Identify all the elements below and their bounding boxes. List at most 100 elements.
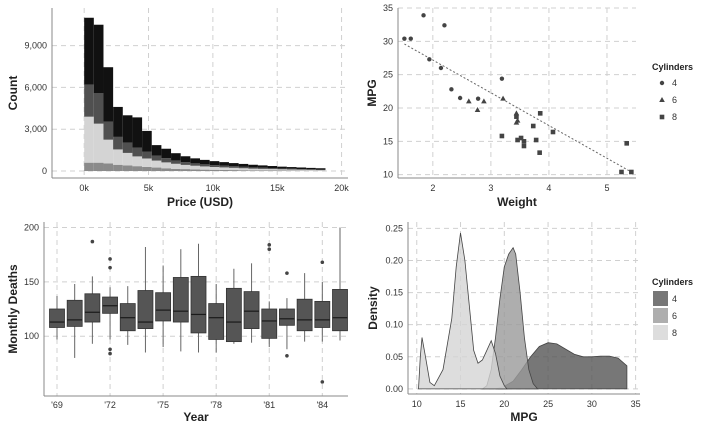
box-iqr [172,277,189,323]
histogram-bar-layer-3 [142,151,152,159]
box-iqr [137,290,154,329]
box-iqr [279,308,295,326]
histogram-bar-layer-4 [161,148,172,159]
density-panel: 10 15 20 25 30 35 0.00 0.05 0.10 0.15 0.20 0.25 MPG D… [366,222,693,424]
box-iqr [84,293,101,323]
scatter-point-cyl-4 [438,65,444,71]
histogram-bar-layer-4 [306,167,316,170]
histogram-bar-layer-2 [257,168,268,171]
scatter-point-cyl-8 [533,137,539,143]
histogram-bar-layer-3 [306,169,316,170]
y-axis-title: Count [6,76,20,111]
x-tick-label: '81 [263,400,275,410]
scatter-point-cyl-8 [518,135,524,141]
y-tick-label: 15 [383,136,393,146]
histogram-bar-layer-2 [238,168,249,171]
histogram-bar-layer-1 [84,162,94,172]
y-tick-label: 150 [24,277,39,287]
scatter-point-cyl-4 [421,13,426,18]
histogram-bar-layer-3 [267,168,278,170]
histogram-bar-layer-2 [248,168,258,171]
histogram-bar-layer-4 [142,130,152,152]
histogram-bar-layer-3 [84,84,94,117]
histogram-bar-layer-1 [257,170,268,172]
scatter-point-cyl-6 [500,95,506,101]
histogram-bar-layer-4 [286,167,297,169]
y-axis-title: MPG [365,79,379,106]
histogram-bar-layer-4 [228,163,239,167]
histogram-bar-layer-1 [238,170,249,172]
histogram-bar-layer-1 [228,170,239,172]
legend-label: 8 [672,112,677,122]
histogram-bar-layer-4 [113,106,123,137]
scatter-point-cyl-6 [474,107,481,112]
box-iqr [208,303,225,340]
y-tick-label: 0.05 [385,352,403,362]
histogram-bar-layer-4 [93,24,104,93]
histogram-bar-layer-4 [248,164,258,168]
histogram-bar-layer-1 [93,162,104,172]
histogram-bar-layer-2 [286,169,297,171]
legend-label: 8 [672,328,677,338]
scatter-point-cyl-4 [442,23,447,28]
y-tick-label: 35 [383,3,393,13]
histogram-bar-layer-2 [277,169,287,171]
y-tick-label: 0.00 [385,384,403,394]
scatter-point-cyl-4 [427,57,432,62]
scatter-point-cyl-6 [466,98,472,104]
scatter-point-cyl-8 [624,141,630,146]
scatter-point-cyl-4 [499,76,505,81]
histogram-bar-layer-1 [151,167,162,172]
y-tick-label: 6,000 [24,82,47,92]
histogram-bar-layer-4 [257,165,268,168]
x-tick-label: 5 [604,183,609,193]
histogram-bar-layer-3 [151,155,162,161]
histogram-bar-layer-4 [132,117,143,148]
scatter-point-cyl-6 [513,119,520,125]
histogram-bar-layer-1 [142,166,152,172]
y-tick-label: 9,000 [24,41,47,51]
scatter-point-cyl-4 [402,36,407,41]
scatter-point-cyl-8 [521,143,527,149]
histogram-bar-layer-4 [296,167,307,170]
box-outlier [108,351,112,356]
histogram-bar-layer-3 [200,164,210,167]
scatter-point-cyl-8 [499,133,505,139]
histogram-bar-layer-1 [113,164,123,172]
boxplot-panel: '69 '72 '75 '78 '81 '84 100 150 200 Year Monthly D… [6,222,348,424]
histogram-bar-layer-2 [122,152,133,166]
histogram-bar-layer-3 [190,163,200,166]
histogram-bar-layer-1 [219,169,229,172]
x-tick-label: '69 [51,400,63,410]
box-iqr [155,292,172,322]
y-tick-label: 25 [383,70,393,80]
histogram-bar-layer-2 [113,149,123,165]
y-tick-label: 0.10 [385,320,403,330]
histogram-bar-layer-4 [122,115,133,143]
scatter-point-cyl-4 [457,95,463,101]
box-iqr [225,287,242,343]
scatter-point-cyl-8 [619,169,624,175]
histogram-bar-layer-4 [277,166,287,169]
histogram-bar-layer-4 [267,166,278,169]
x-tick-label: 15 [456,399,466,409]
x-tick-label: 35 [631,399,641,409]
x-tick-label: 2 [430,183,435,193]
box-outlier [108,257,112,261]
density-legend: Cylinders 4 6 8 [652,277,693,340]
y-tick-label: 30 [383,36,393,46]
histogram-bar-layer-3 [219,165,229,168]
histogram-bar-layer-3 [286,168,297,170]
box-outlier [320,380,325,384]
histogram-bar-layer-4 [315,168,326,170]
histogram-bar-layer-2 [306,169,316,171]
x-tick-label: 15k [270,183,285,193]
histogram-bar-layer-3 [277,168,287,170]
histogram-bar-layer-3 [248,167,258,169]
x-tick-label: 0k [79,183,89,193]
y-axis-title: Density [366,286,380,330]
scatter-point-cyl-8 [537,111,543,116]
histogram-bar-layer-1 [171,168,181,172]
histogram-bar-layer-3 [132,147,143,157]
histogram-bar-layer-1 [209,169,220,172]
